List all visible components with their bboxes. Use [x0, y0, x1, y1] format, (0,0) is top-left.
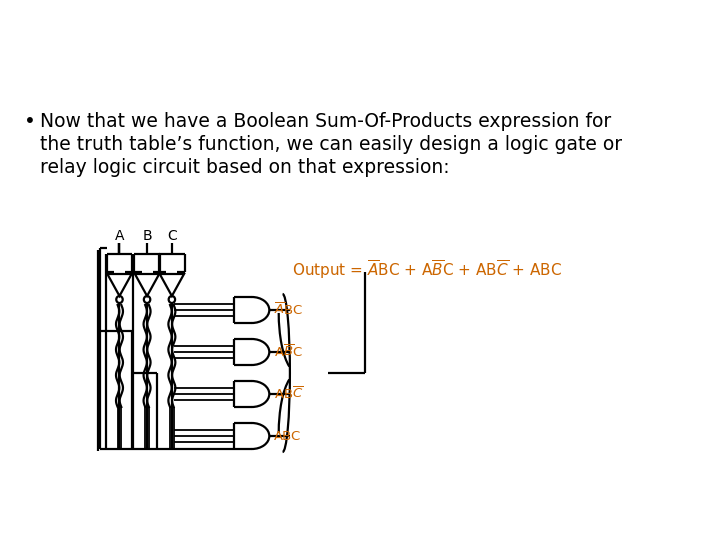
Text: AB$\overline{C}$: AB$\overline{C}$ [274, 386, 303, 402]
Text: ABC: ABC [274, 429, 301, 442]
Text: B: B [143, 229, 152, 243]
Text: Output = $\overline{A}$BC + A$\overline{B}$C + AB$\overline{C}$ + ABC: Output = $\overline{A}$BC + A$\overline{… [292, 258, 562, 281]
Text: the truth table’s function, we can easily design a logic gate or: the truth table’s function, we can easil… [40, 135, 623, 154]
Text: relay logic circuit based on that expression:: relay logic circuit based on that expres… [40, 158, 450, 177]
Text: •: • [24, 112, 36, 131]
Text: $\overline{A}$BC: $\overline{A}$BC [274, 302, 303, 318]
Text: Now that we have a Boolean Sum-Of-Products expression for: Now that we have a Boolean Sum-Of-Produc… [40, 112, 612, 131]
Text: A: A [114, 229, 125, 243]
Text: A$\overline{B}$C: A$\overline{B}$C [274, 344, 302, 360]
Text: C: C [167, 229, 176, 243]
